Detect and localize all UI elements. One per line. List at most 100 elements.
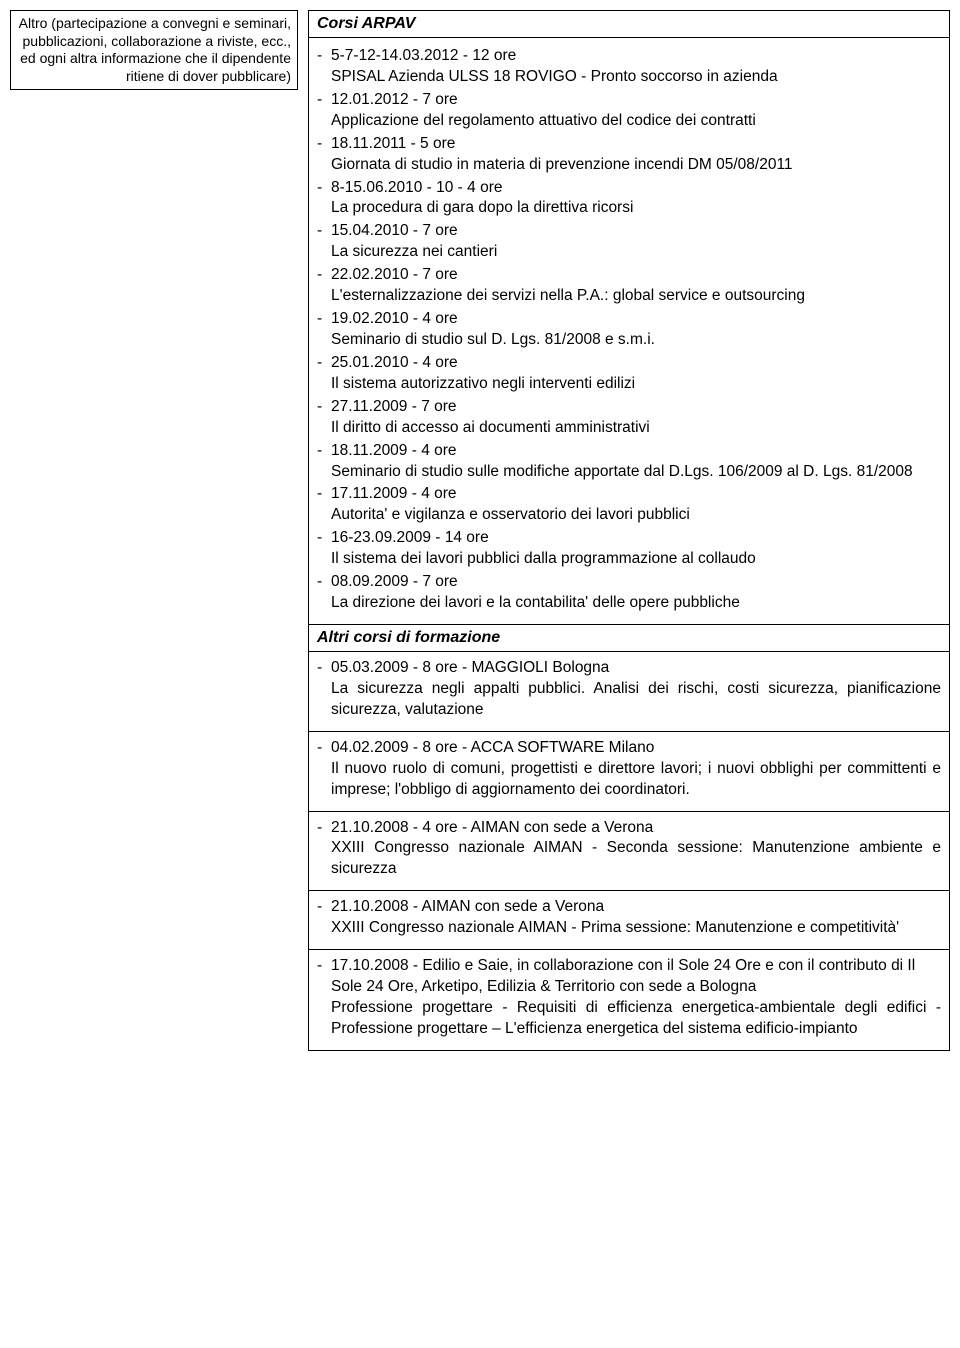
entry-head: 05.03.2009 - 8 ore - MAGGIOLI Bologna (331, 658, 941, 679)
entry-head-line: -17.10.2008 - Edilio e Saie, in collabor… (317, 956, 941, 1040)
entry-desc: Autorita' e vigilanza e osservatorio dei… (331, 505, 941, 526)
entry-desc: Seminario di studio sulle modifiche appo… (331, 462, 941, 483)
entry-desc: Seminario di studio sul D. Lgs. 81/2008 … (331, 330, 941, 351)
course-entry: -18.11.2011 - 5 oreGiornata di studio in… (317, 134, 941, 176)
entry-date: 25.01.2010 - 4 ore (331, 353, 458, 374)
dash: - (317, 956, 331, 1040)
entry-date-line: -16-23.09.2009 - 14 ore (317, 528, 941, 549)
section-title: Corsi ARPAV (317, 15, 415, 32)
entry-date: 8-15.06.2010 - 10 - 4 ore (331, 178, 502, 199)
dash: - (317, 818, 331, 881)
entry-desc: Il diritto di accesso ai documenti ammin… (331, 418, 941, 439)
entry-body: XXIII Congresso nazionale AIMAN - Prima … (331, 918, 941, 939)
course-entry: -27.11.2009 - 7 oreIl diritto di accesso… (317, 397, 941, 439)
course-entry: -25.01.2010 - 4 oreIl sistema autorizzat… (317, 353, 941, 395)
entry-date-line: -27.11.2009 - 7 ore (317, 397, 941, 418)
entry-desc: L'esternalizzazione dei servizi nella P.… (331, 286, 941, 307)
dash: - (317, 46, 331, 67)
dash: - (317, 221, 331, 242)
dash: - (317, 441, 331, 462)
section-body-altri: -05.03.2009 - 8 ore - MAGGIOLI BolognaLa… (308, 651, 950, 1051)
dash: - (317, 897, 331, 939)
entry-desc: Giornata di studio in materia di prevenz… (331, 155, 941, 176)
entry-head: 17.10.2008 - Edilio e Saie, in collabora… (331, 956, 941, 998)
course-entry: -19.02.2010 - 4 oreSeminario di studio s… (317, 309, 941, 351)
entry-body: XXIII Congresso nazionale AIMAN - Second… (331, 838, 941, 880)
entry-date-line: -8-15.06.2010 - 10 - 4 ore (317, 178, 941, 199)
entry-date-line: -15.04.2010 - 7 ore (317, 221, 941, 242)
right-column: Corsi ARPAV -5-7-12-14.03.2012 - 12 oreS… (308, 10, 950, 1051)
entry-desc: Il sistema autorizzativo negli intervent… (331, 374, 941, 395)
entry-date: 19.02.2010 - 4 ore (331, 309, 458, 330)
entry-desc: SPISAL Azienda ULSS 18 ROVIGO - Pronto s… (331, 67, 941, 88)
other-course-box: -21.10.2008 - 4 ore - AIMAN con sede a V… (308, 811, 950, 891)
other-course-box: -04.02.2009 - 8 ore - ACCA SOFTWARE Mila… (308, 731, 950, 811)
entry-head: 21.10.2008 - AIMAN con sede a Verona (331, 897, 941, 918)
entry-date-line: -18.11.2011 - 5 ore (317, 134, 941, 155)
entry-date-line: -12.01.2012 - 7 ore (317, 90, 941, 111)
entry-head-line: -21.10.2008 - AIMAN con sede a VeronaXXI… (317, 897, 941, 939)
entry-head-line: -05.03.2009 - 8 ore - MAGGIOLI BolognaLa… (317, 658, 941, 721)
course-entry: -5-7-12-14.03.2012 - 12 oreSPISAL Aziend… (317, 46, 941, 88)
entry-date-line: -25.01.2010 - 4 ore (317, 353, 941, 374)
course-entry: -18.11.2009 - 4 oreSeminario di studio s… (317, 441, 941, 483)
entry-date: 17.11.2009 - 4 ore (331, 484, 457, 505)
dash: - (317, 178, 331, 199)
entry-head: 04.02.2009 - 8 ore - ACCA SOFTWARE Milan… (331, 738, 941, 759)
entry-content: 21.10.2008 - 4 ore - AIMAN con sede a Ve… (331, 818, 941, 881)
left-label-text: Altro (partecipazione a convegni e semin… (19, 15, 291, 84)
section-body-arpav: -5-7-12-14.03.2012 - 12 oreSPISAL Aziend… (308, 37, 950, 624)
section-header-altri: Altri corsi di formazione (308, 624, 950, 651)
entry-body: Il nuovo ruolo di comuni, progettisti e … (331, 759, 941, 801)
entry-head-line: -04.02.2009 - 8 ore - ACCA SOFTWARE Mila… (317, 738, 941, 801)
entry-date: 18.11.2009 - 4 ore (331, 441, 457, 462)
entry-date: 08.09.2009 - 7 ore (331, 572, 458, 593)
entry-date: 18.11.2011 - 5 ore (331, 134, 455, 155)
entry-content: 21.10.2008 - AIMAN con sede a VeronaXXII… (331, 897, 941, 939)
page: Altro (partecipazione a convegni e semin… (0, 0, 960, 1061)
dash: - (317, 738, 331, 801)
dash: - (317, 353, 331, 374)
section-title: Altri corsi di formazione (317, 629, 500, 646)
course-entry: -15.04.2010 - 7 oreLa sicurezza nei cant… (317, 221, 941, 263)
entry-date: 16-23.09.2009 - 14 ore (331, 528, 489, 549)
dash: - (317, 658, 331, 721)
entry-content: 04.02.2009 - 8 ore - ACCA SOFTWARE Milan… (331, 738, 941, 801)
entry-date-line: -18.11.2009 - 4 ore (317, 441, 941, 462)
course-entry: -22.02.2010 - 7 oreL'esternalizzazione d… (317, 265, 941, 307)
other-course-box: -21.10.2008 - AIMAN con sede a VeronaXXI… (308, 890, 950, 949)
course-entry: -08.09.2009 - 7 oreLa direzione dei lavo… (317, 572, 941, 614)
entry-body: La sicurezza negli appalti pubblici. Ana… (331, 679, 941, 721)
section-header-arpav: Corsi ARPAV (308, 10, 950, 37)
course-entry: -16-23.09.2009 - 14 oreIl sistema dei la… (317, 528, 941, 570)
dash: - (317, 309, 331, 330)
entry-desc: Applicazione del regolamento attuativo d… (331, 111, 941, 132)
course-entry: -12.01.2012 - 7 oreApplicazione del rego… (317, 90, 941, 132)
entry-date: 27.11.2009 - 7 ore (331, 397, 457, 418)
entry-body: Professione progettare - Requisiti di ef… (331, 998, 941, 1040)
other-course-box: -17.10.2008 - Edilio e Saie, in collabor… (308, 949, 950, 1051)
dash: - (317, 484, 331, 505)
entry-date: 5-7-12-14.03.2012 - 12 ore (331, 46, 516, 67)
entry-content: 17.10.2008 - Edilio e Saie, in collabora… (331, 956, 941, 1040)
entry-date-line: -08.09.2009 - 7 ore (317, 572, 941, 593)
dash: - (317, 572, 331, 593)
entry-date-line: -5-7-12-14.03.2012 - 12 ore (317, 46, 941, 67)
left-label-box: Altro (partecipazione a convegni e semin… (10, 10, 298, 90)
entry-desc: Il sistema dei lavori pubblici dalla pro… (331, 549, 941, 570)
entry-date-line: -22.02.2010 - 7 ore (317, 265, 941, 286)
entry-desc: La procedura di gara dopo la direttiva r… (331, 198, 941, 219)
entry-date-line: -17.11.2009 - 4 ore (317, 484, 941, 505)
entry-desc: La direzione dei lavori e la contabilita… (331, 593, 941, 614)
course-entry: -8-15.06.2010 - 10 - 4 oreLa procedura d… (317, 178, 941, 220)
other-course-box: -05.03.2009 - 8 ore - MAGGIOLI BolognaLa… (308, 651, 950, 731)
entry-head: 21.10.2008 - 4 ore - AIMAN con sede a Ve… (331, 818, 941, 839)
entry-date-line: -19.02.2010 - 4 ore (317, 309, 941, 330)
dash: - (317, 528, 331, 549)
entry-head-line: -21.10.2008 - 4 ore - AIMAN con sede a V… (317, 818, 941, 881)
course-entry: -17.11.2009 - 4 oreAutorita' e vigilanza… (317, 484, 941, 526)
entry-date: 22.02.2010 - 7 ore (331, 265, 458, 286)
dash: - (317, 90, 331, 111)
dash: - (317, 134, 331, 155)
entry-date: 15.04.2010 - 7 ore (331, 221, 458, 242)
